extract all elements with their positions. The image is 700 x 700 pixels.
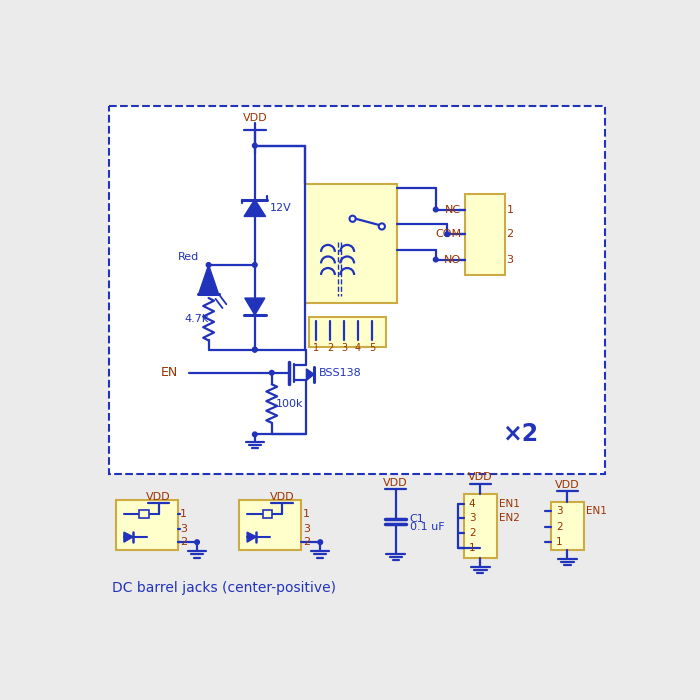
Text: 1: 1 bbox=[180, 509, 187, 519]
Text: 3: 3 bbox=[180, 524, 187, 534]
Text: DC barrel jacks (center-positive): DC barrel jacks (center-positive) bbox=[112, 581, 337, 595]
Text: 2: 2 bbox=[507, 229, 514, 239]
Text: 2: 2 bbox=[180, 537, 187, 547]
Text: EN1: EN1 bbox=[586, 506, 607, 517]
Text: 0.1 uF: 0.1 uF bbox=[410, 522, 444, 532]
Bar bbox=[108, 106, 606, 474]
Text: 1: 1 bbox=[469, 542, 475, 552]
Polygon shape bbox=[307, 369, 314, 381]
Circle shape bbox=[253, 432, 257, 437]
Text: EN: EN bbox=[160, 366, 178, 379]
Text: VDD: VDD bbox=[384, 478, 408, 488]
Text: 5: 5 bbox=[369, 344, 375, 354]
Circle shape bbox=[206, 262, 211, 267]
Polygon shape bbox=[245, 298, 265, 315]
Text: C1: C1 bbox=[410, 514, 424, 524]
Text: NC: NC bbox=[445, 204, 461, 214]
Text: EN2: EN2 bbox=[499, 513, 520, 524]
Text: Red: Red bbox=[178, 252, 199, 262]
Text: 1: 1 bbox=[314, 344, 319, 354]
Text: 2: 2 bbox=[469, 528, 475, 538]
Polygon shape bbox=[124, 532, 133, 542]
Text: 3: 3 bbox=[341, 344, 347, 354]
Text: VDD: VDD bbox=[468, 473, 493, 482]
Bar bbox=[309, 317, 386, 346]
Text: 4: 4 bbox=[469, 498, 475, 509]
Bar bbox=[465, 194, 505, 275]
Circle shape bbox=[445, 232, 449, 237]
Text: 100k: 100k bbox=[276, 398, 303, 409]
Bar bbox=[262, 510, 272, 517]
Polygon shape bbox=[247, 532, 256, 542]
Text: 12V: 12V bbox=[270, 203, 292, 213]
Bar bbox=[305, 184, 398, 304]
Text: NO: NO bbox=[444, 255, 461, 265]
Circle shape bbox=[433, 258, 438, 262]
Circle shape bbox=[253, 144, 257, 148]
Circle shape bbox=[433, 207, 438, 212]
Text: VDD: VDD bbox=[146, 491, 171, 502]
Circle shape bbox=[379, 223, 385, 230]
Bar bbox=[116, 500, 178, 550]
Text: 4: 4 bbox=[355, 344, 361, 354]
Circle shape bbox=[270, 370, 274, 375]
Text: 3: 3 bbox=[556, 506, 563, 517]
Circle shape bbox=[318, 540, 323, 545]
Circle shape bbox=[253, 347, 257, 352]
Text: 3: 3 bbox=[507, 255, 514, 265]
Polygon shape bbox=[199, 265, 218, 294]
Polygon shape bbox=[244, 199, 265, 216]
Text: VDD: VDD bbox=[555, 480, 580, 490]
Text: VDD: VDD bbox=[242, 113, 267, 123]
Text: BSS138: BSS138 bbox=[318, 368, 361, 378]
Text: 4.7k: 4.7k bbox=[184, 314, 209, 324]
Text: 3: 3 bbox=[303, 524, 310, 534]
Bar bbox=[464, 494, 496, 557]
Text: 1: 1 bbox=[507, 204, 514, 214]
Text: ×2: ×2 bbox=[503, 422, 538, 447]
Bar bbox=[552, 502, 584, 550]
Text: 1: 1 bbox=[303, 509, 310, 519]
Text: COM: COM bbox=[435, 229, 461, 239]
Text: 3: 3 bbox=[469, 513, 475, 524]
Text: 2: 2 bbox=[327, 344, 333, 354]
Text: 2: 2 bbox=[303, 537, 310, 547]
Text: 1: 1 bbox=[556, 537, 563, 547]
Text: 2: 2 bbox=[556, 522, 563, 532]
Bar bbox=[239, 500, 301, 550]
Text: VDD: VDD bbox=[270, 491, 294, 502]
Circle shape bbox=[195, 540, 200, 545]
Bar bbox=[139, 510, 148, 517]
Circle shape bbox=[253, 262, 257, 267]
Text: EN1: EN1 bbox=[499, 498, 520, 509]
Circle shape bbox=[253, 347, 257, 352]
Circle shape bbox=[349, 216, 356, 222]
